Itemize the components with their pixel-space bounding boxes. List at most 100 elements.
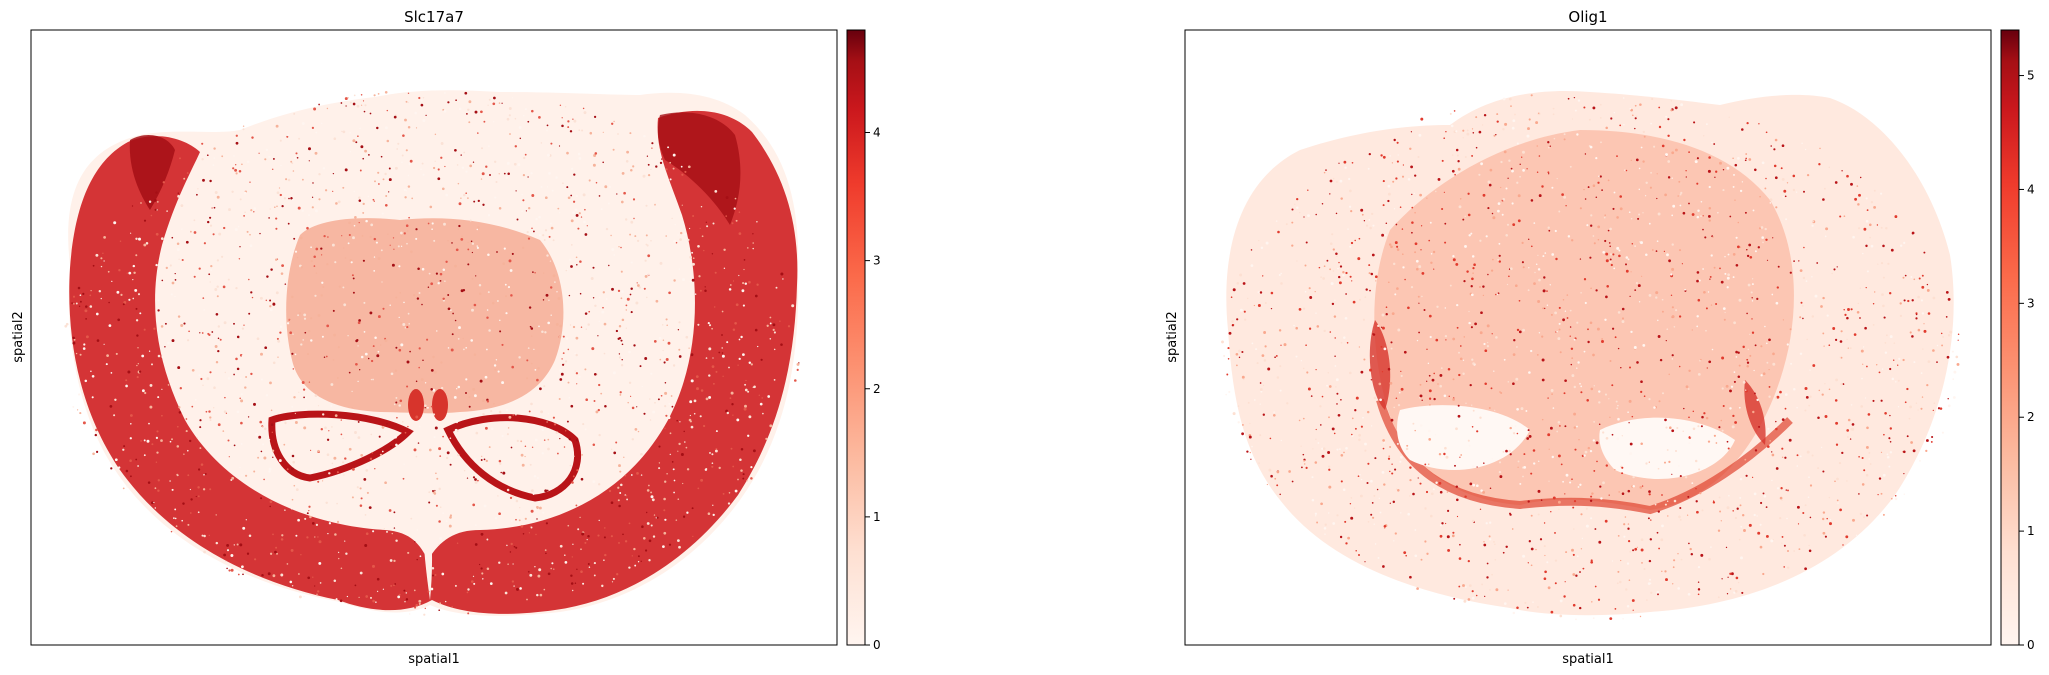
cell-dot [290,449,293,453]
cell-dot [322,285,325,289]
cell-dot [125,384,128,388]
cell-dot [1629,452,1633,456]
cell-dot [1328,465,1331,468]
cell-dot [359,169,362,172]
cell-dot [250,209,253,212]
cell-dot [540,410,544,414]
cell-dot [135,307,138,310]
cell-dot [1753,492,1757,496]
cell-dot [319,582,322,584]
cell-dot [1590,560,1594,564]
cell-dot [457,228,460,230]
cell-dot [1846,429,1850,432]
cell-dot [1556,430,1559,433]
cell-dot [393,584,395,587]
cell-dot [1936,361,1938,363]
cell-dot [417,442,420,444]
cell-dot [1503,602,1507,605]
cell-dot [1694,459,1698,463]
cell-dot [201,534,204,537]
cell-dot [110,372,113,374]
cell-dot [1571,548,1574,552]
cell-dot [484,375,488,379]
cell-dot [408,323,410,325]
cell-dot [474,543,478,546]
cell-dot [1926,283,1929,286]
cell-dot [1364,442,1367,446]
cell-dot [1296,260,1298,262]
cell-dot [466,591,469,594]
cell-dot [1471,404,1473,406]
cell-dot [317,405,320,407]
cell-dot [1861,377,1863,380]
cell-dot [634,428,638,431]
cell-dot [633,217,635,220]
cell-dot [1549,284,1551,286]
cell-dot [100,265,103,268]
cell-dot [1450,124,1454,128]
cell-dot [1882,513,1885,516]
cell-dot [268,470,271,473]
cell-dot [264,158,267,161]
cell-dot [1650,519,1652,521]
cell-dot [1516,142,1519,145]
cell-dot [421,162,424,165]
cell-dot [1447,509,1450,512]
cell-dot [595,410,599,414]
cell-dot [1345,271,1348,275]
cell-dot [1665,578,1668,582]
cell-dot [1720,419,1723,422]
cell-dot [1759,523,1762,526]
cell-dot [1630,217,1633,220]
cell-dot [447,101,450,104]
cell-dot [1728,116,1730,118]
cell-dot [1626,562,1630,565]
cell-dot [428,272,431,275]
cell-dot [489,582,493,585]
cell-dot [1328,485,1332,489]
cell-dot [1560,463,1563,466]
cell-dot [1368,219,1371,221]
cell-dot [1382,447,1385,450]
cell-dot [468,100,472,104]
cell-dot [1331,302,1335,306]
cell-dot [1329,331,1332,333]
cell-dot [141,354,145,358]
cell-dot [1576,425,1578,428]
cell-dot [1519,163,1521,166]
cell-dot [1866,365,1868,368]
cell-dot [1552,496,1556,500]
cell-dot [1915,313,1918,316]
cell-dot [743,268,745,271]
cell-dot [1679,518,1682,521]
cell-dot [291,508,293,510]
cell-dot [202,178,205,182]
cell-dot [1307,214,1310,218]
cell-dot [348,371,351,374]
cell-dot [1424,540,1427,543]
cell-dot [137,347,139,349]
midline-structure-left [408,389,424,421]
cell-dot [583,111,587,115]
cell-dot [678,348,681,351]
cell-dot [1671,583,1674,585]
cell-dot [744,388,748,392]
cell-dot [1739,477,1743,481]
cell-dot [261,425,264,428]
cell-dot [449,463,452,466]
cell-dot [383,430,386,432]
cell-dot [1311,476,1314,479]
cell-dot [157,479,160,482]
cell-dot [1671,354,1674,357]
cell-dot [1426,552,1429,555]
cell-dot [294,421,298,424]
cell-dot [227,439,230,442]
cell-dot [1253,304,1256,307]
cell-dot [773,331,776,334]
cell-dot [1420,225,1423,227]
cell-dot [82,292,85,296]
cell-dot [310,246,312,249]
cell-dot [1546,304,1549,306]
cell-dot [357,321,361,325]
cell-dot [617,337,620,340]
